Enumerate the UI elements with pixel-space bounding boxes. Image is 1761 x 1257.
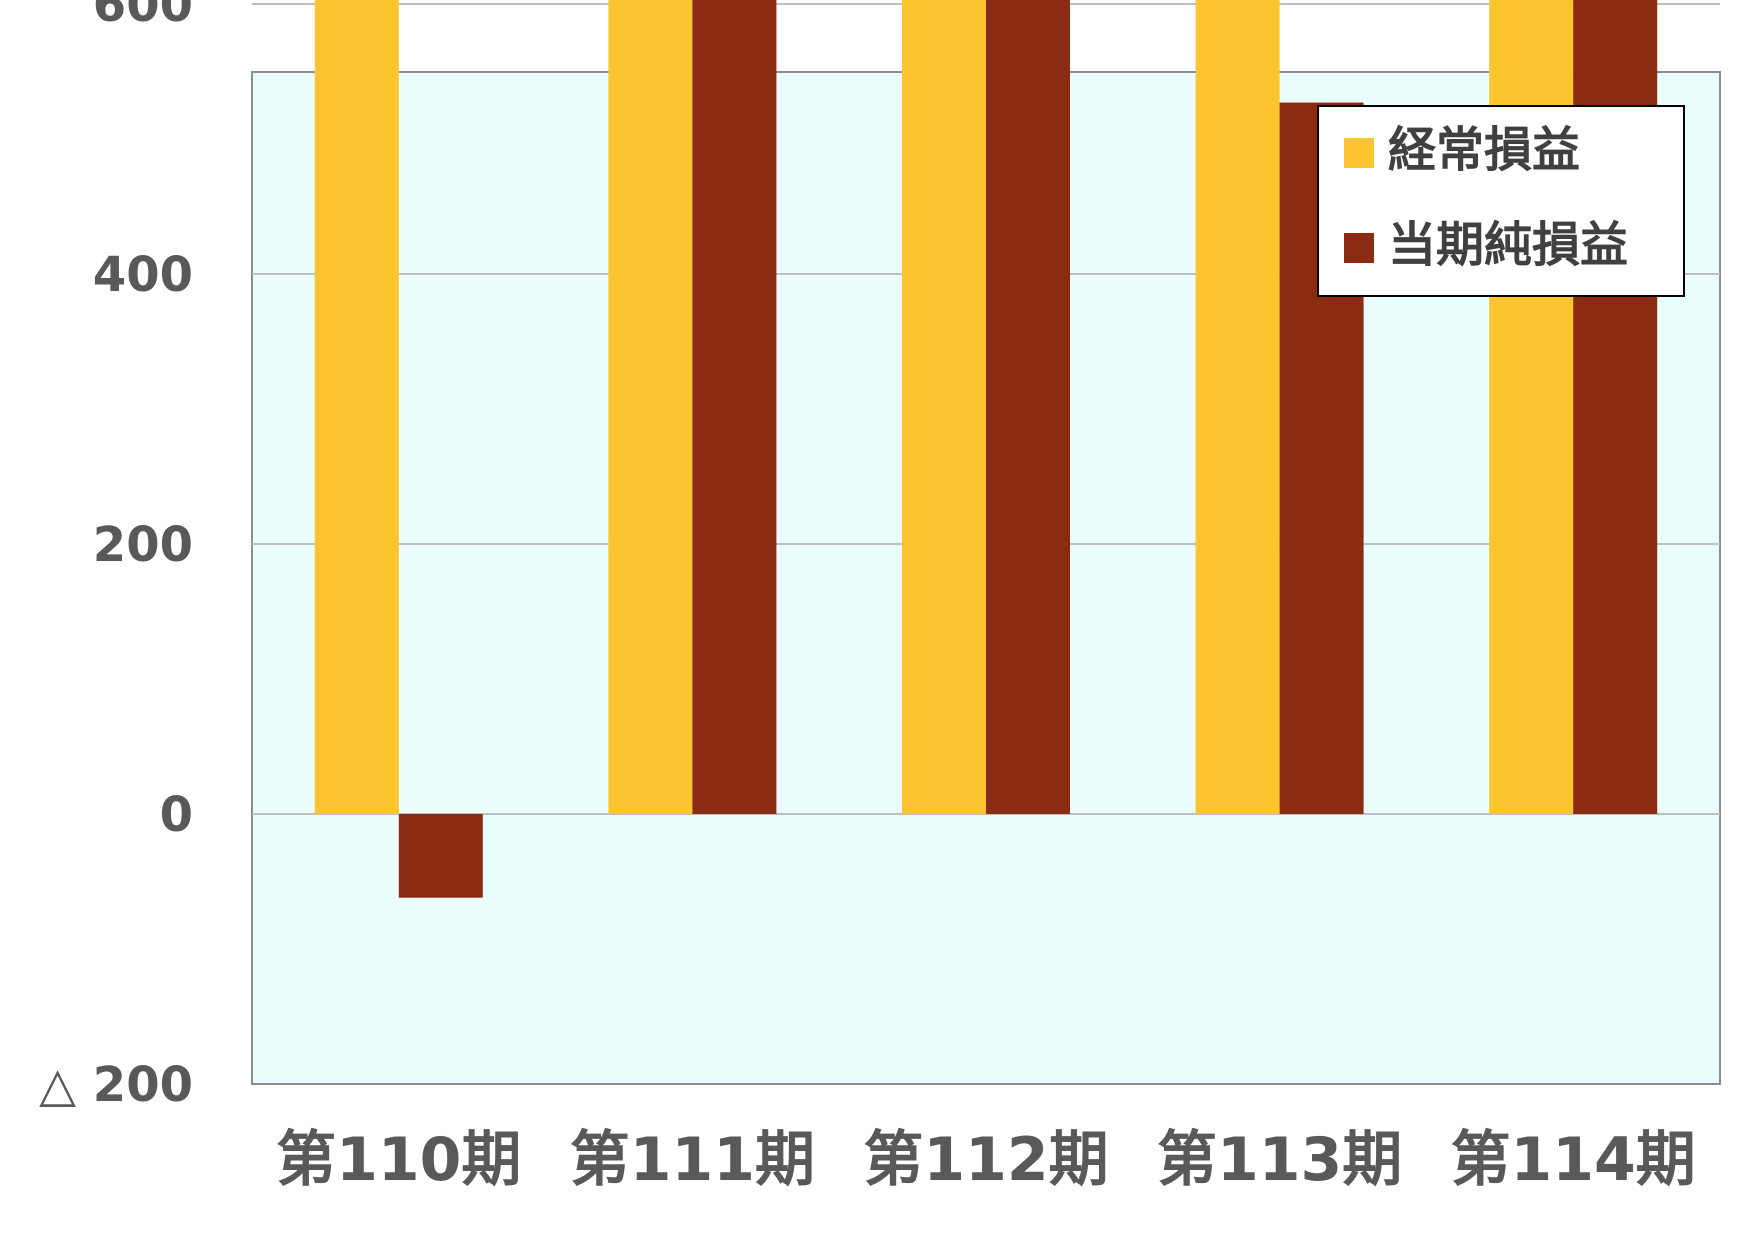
legend-label-touki: 当期純損益 [1388, 217, 1628, 273]
y-tick-label: 400 [93, 247, 193, 303]
x-tick-label: 第111期 [570, 1125, 815, 1195]
legend: 経常損益 当期純損益 [1317, 105, 1685, 297]
legend-box [1317, 105, 1685, 297]
bar [398, 814, 483, 898]
legend-swatch-keijo [1344, 138, 1374, 168]
y-axis-ticks: △ 20002004006008001,0001,200 [39, 0, 193, 1113]
x-tick-label: 第110期 [276, 1125, 521, 1195]
bar [986, 0, 1070, 814]
y-tick-label: 200 [93, 517, 193, 573]
x-axis-labels: 第110期 第111期 第112期 第113期 第114期 [276, 1125, 1696, 1195]
legend-swatch-touki [1344, 233, 1374, 263]
x-tick-label: 第113期 [1157, 1125, 1402, 1195]
bar [608, 0, 693, 814]
x-tick-label: 第114期 [1451, 1125, 1696, 1195]
x-tick-label: 第112期 [863, 1125, 1108, 1195]
bar [902, 0, 986, 815]
y-tick-label: △ 200 [39, 1057, 193, 1113]
bar [314, 0, 399, 814]
y-tick-label: 600 [93, 0, 193, 33]
bar [692, 0, 777, 814]
y-tick-label: 0 [160, 787, 193, 843]
bar [1195, 0, 1280, 815]
legend-label-keijo: 経常損益 [1388, 122, 1580, 178]
